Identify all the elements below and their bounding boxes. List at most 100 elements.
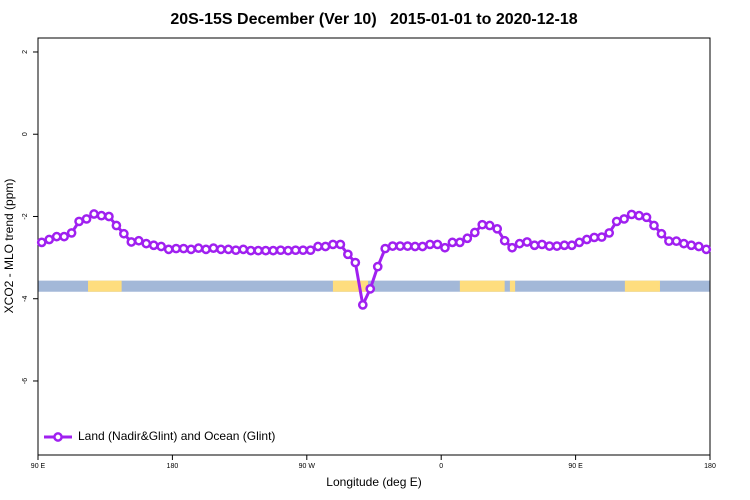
- data-point: [522, 237, 532, 247]
- data-point: [641, 212, 652, 223]
- data-point: [492, 223, 503, 234]
- data-point: [701, 244, 712, 255]
- data-point: [36, 237, 47, 248]
- y-tick-label: -2: [22, 213, 29, 219]
- data-point: [567, 240, 577, 251]
- data-point: [216, 244, 226, 255]
- land-segment: [332, 280, 369, 292]
- data-point: [514, 238, 525, 249]
- data-point: [679, 238, 689, 249]
- data-point: [320, 241, 331, 252]
- y-tick-label: -4: [22, 296, 29, 302]
- data-point: [395, 241, 405, 251]
- x-tick-label: 90 E: [31, 463, 46, 470]
- data-point: [343, 249, 353, 260]
- data-point: [178, 243, 189, 254]
- data-point: [126, 237, 137, 247]
- data-point: [387, 241, 398, 251]
- data-point: [111, 220, 122, 231]
- data-point: [671, 236, 682, 247]
- data-point: [66, 228, 77, 238]
- data-point: [469, 227, 480, 238]
- x-tick-label: 180: [704, 463, 716, 470]
- data-point: [649, 220, 659, 231]
- data-point: [440, 242, 450, 253]
- data-point: [477, 219, 488, 230]
- data-point: [253, 245, 264, 256]
- data-point: [305, 245, 316, 256]
- data-point: [89, 209, 99, 219]
- y-tick-label: -6: [22, 378, 29, 384]
- data-point: [193, 243, 204, 253]
- data-point: [141, 238, 152, 249]
- data-point: [148, 240, 159, 251]
- chart-title: 20S-15S December (Ver 10) 2015-01-01 to …: [170, 11, 577, 28]
- data-point: [552, 241, 562, 251]
- data-point: [596, 232, 607, 242]
- land-segment: [88, 280, 122, 292]
- data-point: [664, 236, 674, 247]
- data-point: [231, 245, 241, 256]
- data-point: [619, 214, 629, 224]
- x-axis-label: Longitude (deg E): [326, 475, 421, 489]
- data-point: [499, 235, 510, 246]
- data-point: [283, 245, 293, 256]
- y-tick-label: 2: [22, 50, 29, 54]
- data-point: [604, 228, 615, 238]
- data-point: [507, 242, 517, 253]
- data-point: [104, 211, 114, 222]
- data-point: [208, 243, 219, 253]
- legend-marker: [53, 432, 63, 442]
- data-point: [626, 209, 637, 220]
- data-point: [260, 245, 271, 256]
- data-point: [410, 241, 420, 252]
- data-point: [357, 300, 368, 310]
- data-point: [223, 244, 234, 255]
- data-point: [693, 241, 704, 252]
- x-tick-label: 0: [439, 463, 443, 470]
- data-point: [656, 228, 667, 239]
- data-point: [402, 241, 413, 251]
- legend-label: Land (Nadir&Glint) and Ocean (Glint): [78, 429, 275, 443]
- data-point: [432, 239, 443, 250]
- data-point: [634, 210, 644, 221]
- data-point: [74, 216, 84, 227]
- data-point: [462, 233, 473, 244]
- data-point: [544, 241, 555, 251]
- data-point: [51, 231, 62, 242]
- land-segment: [509, 280, 516, 292]
- data-point: [335, 239, 346, 250]
- data-point: [290, 245, 301, 256]
- plot-frame: [37, 37, 711, 456]
- data-point: [417, 241, 428, 252]
- data-point: [611, 216, 622, 227]
- data-point: [589, 232, 600, 243]
- data-point: [447, 237, 458, 248]
- data-point: [96, 210, 107, 221]
- data-point: [313, 241, 323, 252]
- data-point: [298, 245, 308, 256]
- data-point: [455, 237, 465, 248]
- data-point: [156, 241, 167, 252]
- data-point: [574, 237, 585, 248]
- x-tick-label: 180: [167, 463, 179, 470]
- data-point: [186, 244, 196, 255]
- data-point: [44, 234, 55, 245]
- land-segment: [459, 280, 505, 292]
- data-point: [171, 243, 181, 254]
- data-point: [559, 240, 570, 251]
- x-tick-label: 90 W: [299, 463, 316, 470]
- data-point: [686, 240, 697, 251]
- data-point: [81, 214, 92, 224]
- data-point: [119, 228, 129, 239]
- data-point: [529, 240, 540, 251]
- data-point: [365, 284, 376, 294]
- data-point: [328, 239, 338, 250]
- data-point: [537, 239, 547, 250]
- data-point: [163, 244, 174, 255]
- land-segment: [624, 280, 660, 292]
- data-point: [425, 239, 435, 250]
- y-tick-label: 0: [22, 132, 29, 136]
- data-point: [581, 234, 592, 245]
